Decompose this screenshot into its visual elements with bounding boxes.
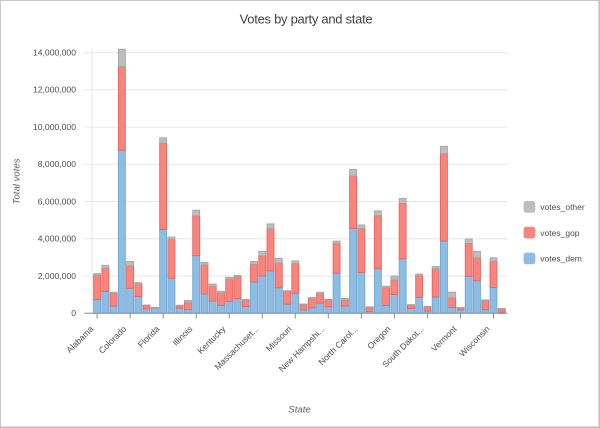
svg-text:6,000,000: 6,000,000 [38, 196, 76, 206]
svg-text:Votes by party and state: Votes by party and state [240, 12, 373, 27]
svg-text:votes_other: votes_other [540, 202, 585, 212]
svg-text:0: 0 [71, 308, 76, 318]
svg-text:Total votes: Total votes [11, 158, 22, 204]
svg-text:8,000,000: 8,000,000 [38, 159, 76, 169]
svg-text:votes_dem: votes_dem [540, 254, 582, 264]
svg-text:votes_gop: votes_gop [540, 228, 579, 238]
svg-text:State: State [288, 405, 310, 416]
svg-text:14,000,000: 14,000,000 [33, 47, 76, 57]
svg-text:2,000,000: 2,000,000 [38, 271, 76, 281]
svg-text:10,000,000: 10,000,000 [33, 122, 76, 132]
svg-text:12,000,000: 12,000,000 [33, 85, 76, 95]
svg-text:4,000,000: 4,000,000 [38, 234, 76, 244]
